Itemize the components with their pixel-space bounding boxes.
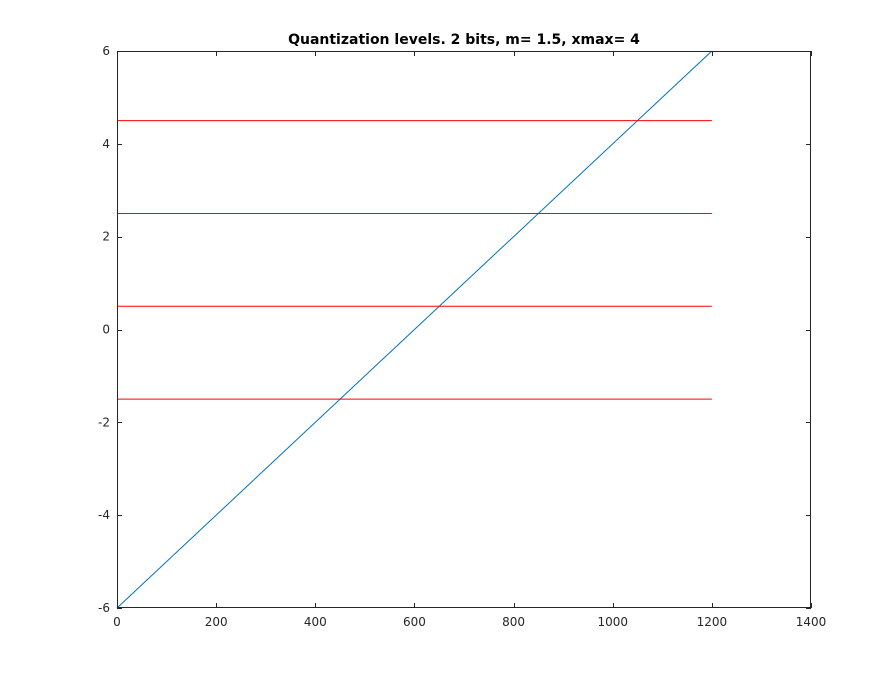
- y-tick-label: 4: [102, 137, 110, 151]
- x-tick-label: 1400: [796, 615, 827, 629]
- x-tick-label: 400: [304, 615, 327, 629]
- x-tick-label: 600: [403, 615, 426, 629]
- x-axis: 0 200 400 600 800 1000 1200 1400: [113, 51, 826, 629]
- y-axis: -6 -4 -2 0 2 4 6: [98, 44, 811, 615]
- x-tick-label: 200: [205, 615, 228, 629]
- series-layer: [116, 50, 713, 609]
- y-tick-label: -6: [98, 601, 110, 615]
- y-tick-label: 2: [102, 230, 110, 244]
- x-tick-label: 0: [113, 615, 121, 629]
- y-tick-label: 0: [102, 323, 110, 337]
- y-tick-label: -4: [98, 508, 110, 522]
- plot-area: [117, 51, 811, 608]
- x-tick-label: 800: [502, 615, 525, 629]
- y-tick-label: 6: [102, 44, 110, 58]
- chart-title: Quantization levels. 2 bits, m= 1.5, xma…: [288, 32, 640, 48]
- y-tick-label: -2: [98, 415, 110, 429]
- x-tick-label: 1200: [697, 615, 728, 629]
- x-tick-label: 1000: [597, 615, 628, 629]
- ramp-series-line: [116, 50, 713, 609]
- axes-box: [117, 51, 811, 608]
